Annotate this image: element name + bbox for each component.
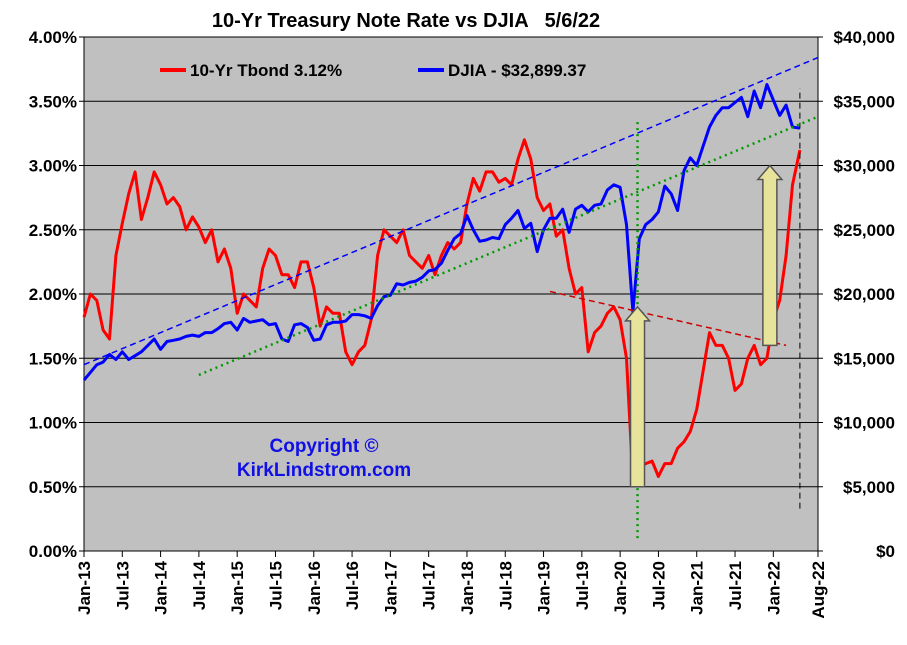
right-axis: $0 $5,000 $10,000 $15,000 $20,000 $25,000 $30,…: [818, 28, 895, 561]
x-tick-label: Jan-19: [535, 561, 554, 615]
highlight-arrow: [623, 305, 652, 488]
x-tick-label: Jul-20: [649, 561, 668, 610]
series-line-djia: [82, 83, 801, 382]
left-tick-label: 0.00%: [29, 542, 77, 561]
right-tick-label: $25,000: [834, 221, 895, 240]
right-tick-label: $20,000: [834, 285, 895, 304]
x-tick-label: Jan-21: [688, 561, 707, 615]
x-tick-label: Aug-22: [809, 561, 828, 619]
right-tick-label: $10,000: [834, 414, 895, 433]
left-tick-label: 2.00%: [29, 285, 77, 304]
right-tick-label: $0: [876, 542, 895, 561]
legend: 10-Yr Tbond 3.12% DJIA - $32,899.37: [160, 61, 586, 80]
trendline: [198, 115, 819, 377]
x-tick-label: Jul-14: [190, 560, 209, 610]
x-axis: Jan-13 Jul-13 Jan-14 Jul-14 Jan-15 Jul-15 Jan-…: [75, 551, 828, 619]
x-tick-label: Jan-22: [764, 561, 783, 615]
x-tick-label: Jan-14: [152, 560, 171, 614]
x-tick-label: Jan-15: [228, 561, 247, 615]
x-tick-label: Jan-16: [305, 561, 324, 615]
copyright-line-2: KirkLindstrom.com: [237, 460, 411, 481]
x-tick-label: Jul-21: [726, 561, 745, 610]
right-tick-label: $30,000: [834, 157, 895, 176]
x-tick-label: Jul-19: [573, 561, 592, 610]
left-tick-label: 1.00%: [29, 414, 77, 433]
series-group: [82, 83, 802, 482]
x-tick-label: Jan-13: [75, 561, 94, 615]
legend-label-djia: DJIA - $32,899.37: [448, 61, 586, 80]
overlays-group: [83, 56, 819, 539]
copyright-line-1: Copyright ©: [270, 436, 379, 457]
left-axis: 0.00% 0.50% 1.00% 1.50% 2.00% 2.50% 3.00% 3.50%…: [29, 28, 84, 561]
x-tick-label: Jan-17: [381, 561, 400, 615]
right-tick-label: $35,000: [834, 92, 895, 111]
x-tick-label: Jan-18: [458, 561, 477, 615]
right-tick-label: $40,000: [834, 28, 895, 47]
trendline: [549, 290, 787, 347]
left-tick-label: 3.00%: [29, 157, 77, 176]
left-tick-label: 3.50%: [29, 92, 77, 111]
left-tick-label: 0.50%: [29, 478, 77, 497]
highlight-arrow: [756, 164, 784, 347]
left-tick-label: 1.50%: [29, 349, 77, 368]
legend-label-tbond: 10-Yr Tbond 3.12%: [190, 61, 342, 80]
left-tick-label: 4.00%: [29, 28, 77, 47]
x-tick-label: Jul-13: [113, 561, 132, 610]
trendline: [83, 56, 819, 366]
x-tick-label: Jul-17: [420, 561, 439, 610]
x-tick-label: Jul-18: [496, 561, 515, 610]
x-tick-label: Jul-15: [266, 561, 285, 610]
x-tick-label: Jul-16: [343, 561, 362, 610]
series-line-tbond: [82, 138, 802, 482]
right-tick-label: $15,000: [834, 349, 895, 368]
right-tick-label: $5,000: [843, 478, 895, 497]
chart-title: 10-Yr Treasury Note Rate vs DJIA 5/6/22: [212, 10, 600, 32]
left-tick-label: 2.50%: [29, 221, 77, 240]
x-tick-label: Jan-20: [611, 561, 630, 615]
